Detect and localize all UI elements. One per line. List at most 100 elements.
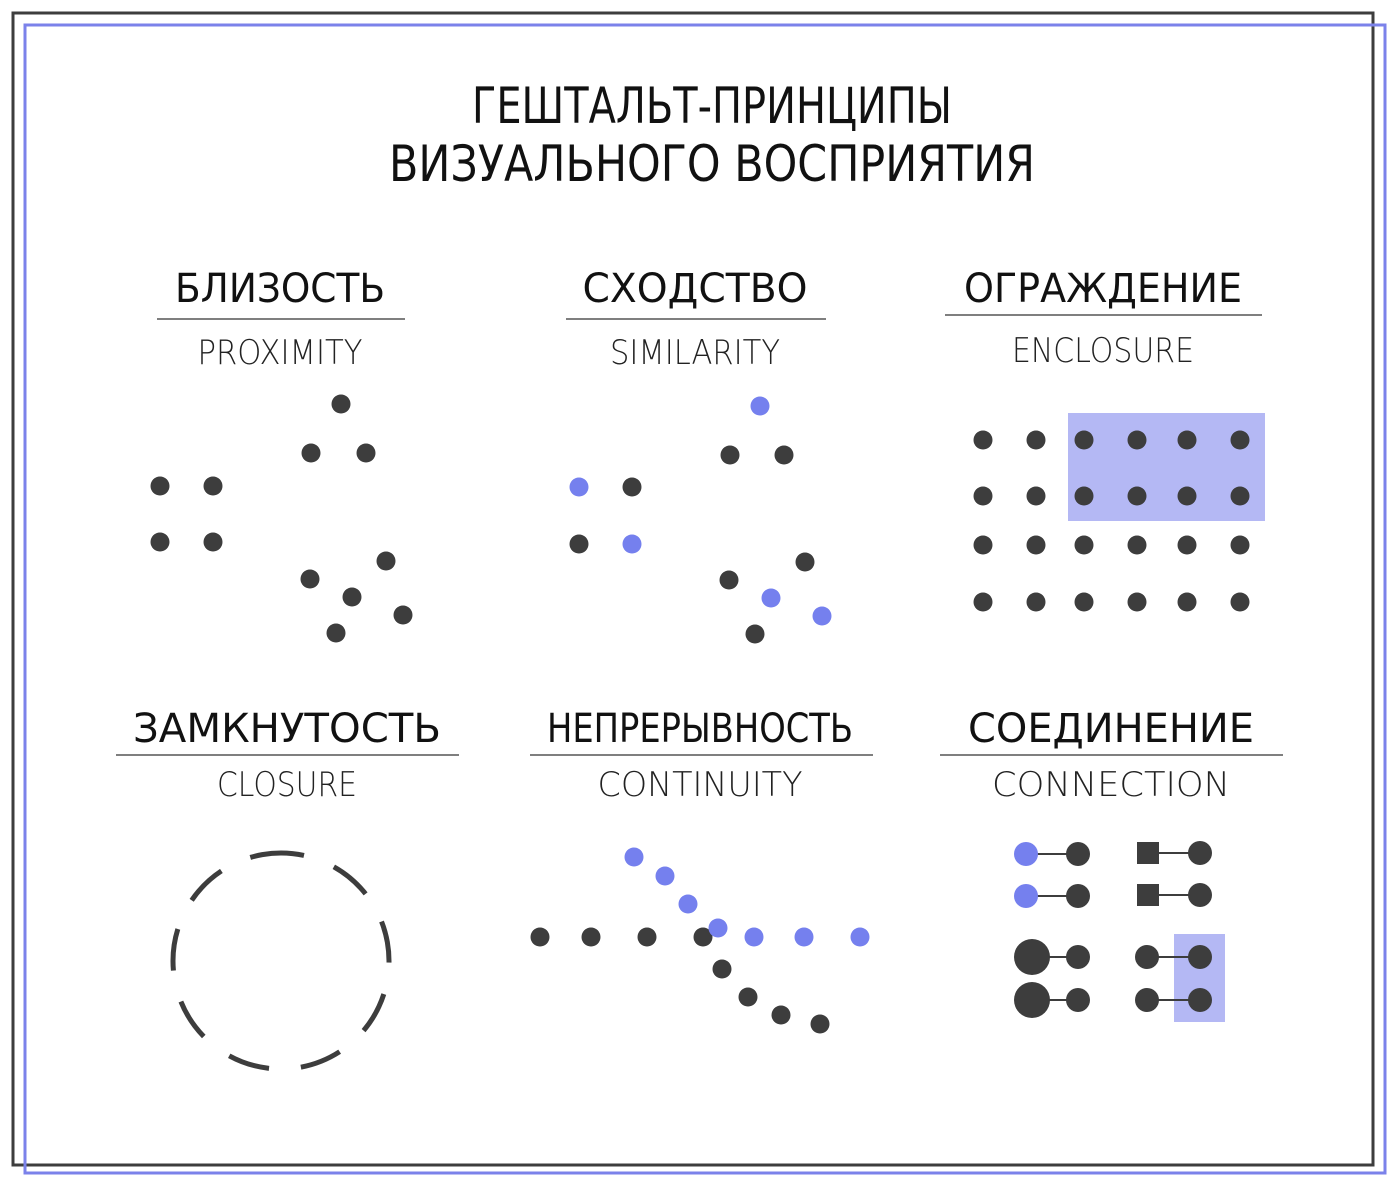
dot [738, 987, 758, 1007]
accent-dot [744, 927, 764, 947]
accent-dot [1014, 884, 1038, 908]
section-connection: СОЕДИНЕНИЕ CONNECTION [940, 706, 1283, 1022]
section-subtitle: CONNECTION [992, 765, 1230, 805]
section-enclosure: ОГРАЖДЕНИЕ ENCLOSURE [945, 266, 1265, 612]
dot [1066, 945, 1090, 969]
dot [569, 534, 589, 554]
dot [326, 623, 346, 643]
dot [393, 605, 413, 625]
dot [1177, 486, 1197, 506]
accent-dot [678, 894, 698, 914]
dot [1127, 430, 1147, 450]
accent-dot [761, 588, 781, 608]
accent-dot [622, 534, 642, 554]
dot [342, 587, 362, 607]
accent-dot [850, 927, 870, 947]
section-closure: ЗАМКНУТОСТЬ CLOSURE [116, 706, 459, 1072]
dot [622, 477, 642, 497]
dot [530, 927, 550, 947]
dot [376, 551, 396, 571]
accent-dot [569, 477, 589, 497]
dot [1135, 945, 1159, 969]
section-subtitle: PROXIMITY [198, 333, 363, 373]
dot [1066, 842, 1090, 866]
dot [1230, 430, 1250, 450]
dot [720, 445, 740, 465]
dot [1177, 535, 1197, 555]
dot [1230, 535, 1250, 555]
section-similarity: СХОДСТВО SIMILARITY [566, 266, 832, 644]
dot [771, 1005, 791, 1025]
section-subtitle: CONTINUITY [598, 765, 803, 805]
dot [1127, 486, 1147, 506]
accent-dot [794, 927, 814, 947]
accent-dot [655, 866, 675, 886]
section-title: ЗАМКНУТОСТЬ [133, 706, 441, 752]
dot [1188, 883, 1212, 907]
dot [973, 430, 993, 450]
dot [1230, 486, 1250, 506]
main-title-line-1: ГЕШТАЛЬТ-ПРИНЦИПЫ [472, 77, 952, 135]
dot [1188, 841, 1212, 865]
dot [1066, 884, 1090, 908]
section-title: СОЕДИНЕНИЕ [968, 706, 1254, 752]
section-title: ОГРАЖДЕНИЕ [964, 266, 1242, 312]
dot [745, 624, 765, 644]
dot [1188, 945, 1212, 969]
dot [973, 592, 993, 612]
dot [810, 1014, 830, 1034]
accent-dot [750, 396, 770, 416]
dot [203, 532, 223, 552]
dot [973, 486, 993, 506]
accent-dot [708, 918, 728, 938]
dot [973, 535, 993, 555]
section-title: НЕПРЕРЫВНОСТЬ [547, 706, 853, 752]
dot [1074, 592, 1094, 612]
dot [693, 927, 713, 947]
section-subtitle: ENCLOSURE [1012, 331, 1194, 371]
dot [331, 394, 351, 414]
section-subtitle: CLOSURE [217, 765, 357, 805]
dot [1026, 486, 1046, 506]
dot [150, 532, 170, 552]
dot [1127, 592, 1147, 612]
outer-frame [11, 11, 1375, 1167]
dot [301, 443, 321, 463]
large-dot [1014, 939, 1050, 975]
section-subtitle: SIMILARITY [610, 333, 780, 373]
section-title: БЛИЗОСТЬ [175, 266, 385, 312]
dot [150, 476, 170, 496]
dot [637, 927, 657, 947]
dot [1074, 486, 1094, 506]
main-title-line-2: ВИЗУАЛЬНОГО ВОСПРИЯТИЯ [389, 135, 1035, 193]
dot [712, 959, 732, 979]
dot [356, 443, 376, 463]
dot [1026, 535, 1046, 555]
dot [719, 570, 739, 590]
section-title: СХОДСТВО [583, 266, 808, 312]
inner-frame [23, 23, 1387, 1175]
dot [1026, 592, 1046, 612]
dot [1127, 535, 1147, 555]
dot [1135, 988, 1159, 1012]
large-dot [1014, 982, 1050, 1018]
square-node [1137, 884, 1159, 906]
section-proximity: БЛИЗОСТЬ PROXIMITY [150, 266, 413, 643]
dashed-circle [170, 850, 392, 1072]
accent-dot [1014, 842, 1038, 866]
dot [1074, 430, 1094, 450]
dot [1177, 430, 1197, 450]
enclosure-box [1068, 413, 1265, 521]
accent-dot [812, 606, 832, 626]
dot [1026, 430, 1046, 450]
dot [1177, 592, 1197, 612]
dot [795, 552, 815, 572]
dot [1074, 535, 1094, 555]
dot [581, 927, 601, 947]
accent-dot [624, 847, 644, 867]
dot [1188, 988, 1212, 1012]
dot [300, 569, 320, 589]
square-node [1137, 842, 1159, 864]
dot [203, 476, 223, 496]
